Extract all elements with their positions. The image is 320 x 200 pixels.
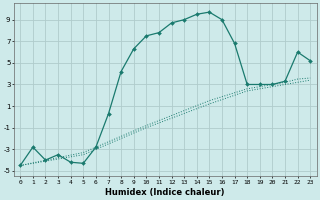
X-axis label: Humidex (Indice chaleur): Humidex (Indice chaleur) <box>106 188 225 197</box>
